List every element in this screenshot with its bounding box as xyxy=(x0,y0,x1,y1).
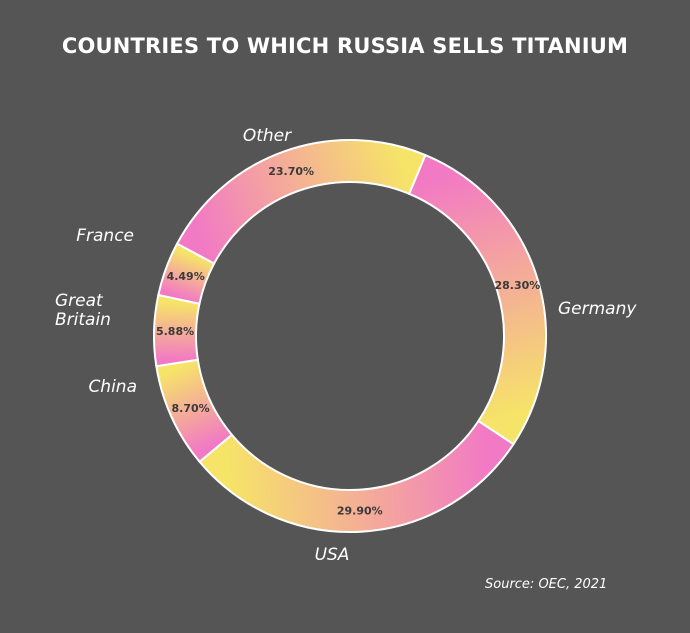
slices-group xyxy=(153,139,547,533)
value-label-france: 4.49% xyxy=(167,270,205,283)
category-label-china: China xyxy=(88,377,137,397)
chart-title: COUNTRIES TO WHICH RUSSIA SELLS TITANIUM xyxy=(61,34,629,58)
value-label-germany: 28.30% xyxy=(494,279,540,292)
source-note: Source: OEC, 2021 xyxy=(485,577,608,592)
value-label-china: 8.70% xyxy=(172,402,210,415)
value-label-usa: 29.90% xyxy=(337,505,383,518)
slice-other xyxy=(175,139,427,265)
category-labels-group: Germany USA China Great Britain France Other xyxy=(55,126,637,565)
value-labels-group: 28.30% 29.90% 8.70% 5.88% 4.49% 23.70% xyxy=(156,165,540,518)
category-label-other: Other xyxy=(243,126,292,146)
category-label-great-britain: Great Britain xyxy=(55,291,111,330)
category-label-france: France xyxy=(76,226,134,246)
slice-germany xyxy=(407,153,547,446)
category-label-germany: Germany xyxy=(558,299,637,319)
value-label-other: 23.70% xyxy=(268,165,314,178)
category-label-usa: USA xyxy=(315,545,350,565)
value-label-great-britain: 5.88% xyxy=(156,325,194,338)
